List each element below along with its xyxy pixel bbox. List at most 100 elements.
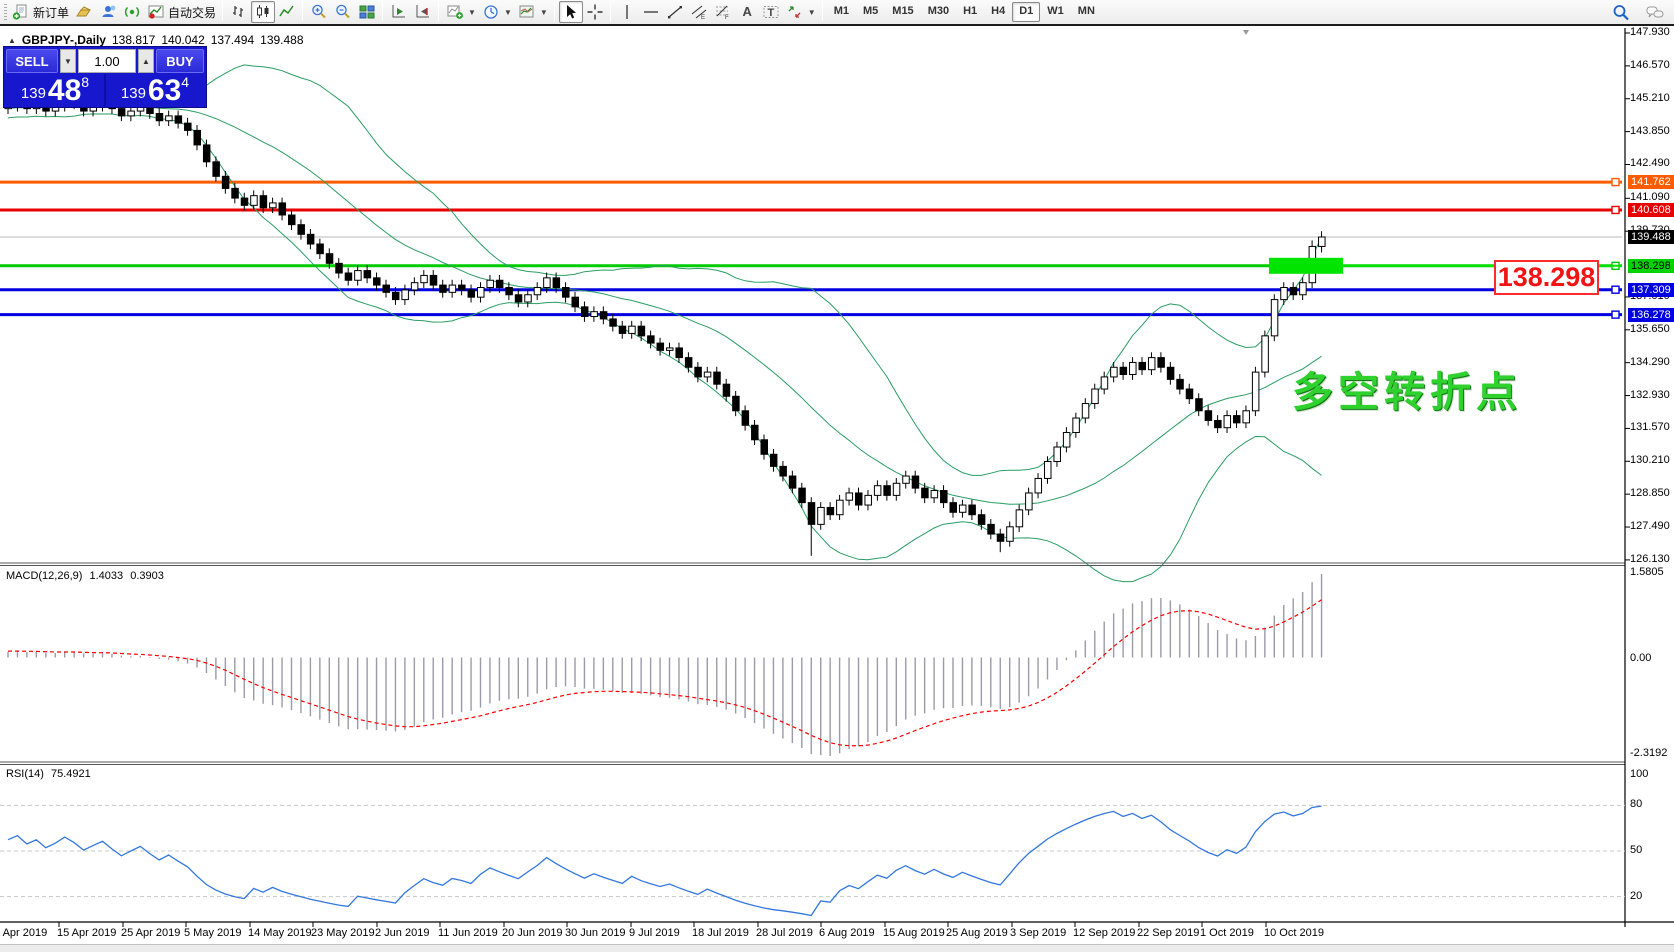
candle-body (117, 108, 126, 117)
zoom-in-button[interactable] (307, 1, 331, 23)
bid-price[interactable]: 139 48 8 (20, 74, 90, 107)
channel-button[interactable]: E (687, 1, 711, 23)
resistance-line-1-handle[interactable] (1611, 177, 1620, 187)
candle-body (439, 284, 447, 293)
svg-text:E: E (701, 15, 705, 21)
candle-body (883, 485, 891, 496)
label-button[interactable]: T (759, 1, 783, 23)
chat-button[interactable] (1642, 2, 1668, 24)
toolbar-separator (438, 3, 440, 21)
tile-windows-button[interactable] (355, 1, 379, 23)
timeframe-d1[interactable]: D1 (1012, 2, 1041, 22)
candle-body (212, 161, 220, 177)
trendline-button[interactable] (663, 1, 687, 23)
volume-increase-button[interactable]: ▲ (138, 49, 154, 73)
bar-chart-button[interactable] (227, 1, 251, 23)
date-axis-label: 18 Jul 2019 (692, 927, 749, 939)
support-line-2-handle[interactable] (1611, 310, 1620, 319)
new-order-button[interactable]: 新订单 (9, 1, 72, 23)
search-button[interactable] (1608, 2, 1634, 24)
candle-body (968, 504, 976, 516)
chevron-down-icon[interactable]: ▼ (503, 7, 512, 17)
timeframe-w1[interactable]: W1 (1047, 5, 1064, 17)
templates-button[interactable]: ▼ (515, 1, 551, 23)
candle-body (325, 253, 334, 264)
fibonacci-button[interactable]: F (711, 1, 735, 23)
price-axis-label: 145.210 (1630, 91, 1670, 104)
date-axis-label: 25 Aug 2019 (946, 927, 1008, 939)
candle-body (1053, 446, 1061, 463)
zoom-in-icon (310, 3, 328, 21)
candle-body (335, 262, 343, 274)
candle-body (836, 499, 844, 516)
candle-body (647, 335, 655, 344)
vline-button[interactable] (615, 1, 639, 23)
date-axis-label: 30 Jun 2019 (565, 927, 626, 939)
timeframe-m15[interactable]: M15 (892, 5, 914, 17)
candlestick-button[interactable] (251, 1, 276, 23)
svg-text:A: A (742, 4, 752, 19)
chart-shift-marker[interactable] (1243, 30, 1249, 35)
support-line-1-handle[interactable] (1611, 285, 1620, 294)
candle-body (155, 112, 164, 122)
timeframe-mn[interactable]: MN (1077, 5, 1095, 17)
date-axis-label: 3 Sep 2019 (1010, 927, 1067, 939)
zoom-out-button[interactable] (331, 1, 355, 23)
toolbar-handle[interactable] (4, 4, 7, 20)
candle-body (467, 289, 476, 298)
candle-body (259, 195, 268, 209)
ask-price[interactable]: 139 63 4 (120, 74, 190, 107)
volume-decrease-button[interactable]: ▼ (60, 49, 76, 73)
candle-body (788, 475, 797, 489)
community-button[interactable] (96, 1, 120, 23)
candle-body (817, 506, 825, 525)
date-axis-label: 15 Aug 2019 (883, 927, 945, 939)
timeframe-m1[interactable]: M1 (833, 5, 849, 17)
chevron-down-icon[interactable]: ▼ (539, 7, 548, 17)
candle-body (429, 274, 438, 286)
candle-body (240, 197, 249, 206)
candle-body (1072, 417, 1080, 434)
timeframe-h1[interactable]: H1 (963, 5, 978, 17)
chevron-down-icon[interactable]: ▼ (468, 7, 476, 17)
autotrading-button[interactable]: 自动交易 (144, 1, 219, 23)
line-chart-button[interactable] (275, 1, 299, 23)
candle-body (1318, 236, 1326, 247)
timeframe-m30[interactable]: M30 (927, 5, 950, 17)
timeframe-m5[interactable]: M5 (863, 5, 879, 17)
chart-shift-button[interactable] (411, 1, 435, 23)
candle-body (571, 296, 579, 308)
resistance-line-2-handle[interactable] (1611, 205, 1620, 215)
pivot-highlight-rect[interactable] (1269, 257, 1343, 274)
candle-body (609, 318, 617, 327)
price-callout-box[interactable]: 138.298 (1494, 260, 1599, 295)
symbol-name: GBPJPY-,Daily (21, 33, 106, 47)
signals-button[interactable] (120, 1, 144, 23)
text-button[interactable]: A (735, 1, 759, 23)
collapse-icon[interactable]: ▲ (8, 35, 16, 45)
indicators-button[interactable]: ▼ (443, 1, 479, 23)
periods-button[interactable]: ▼ (479, 1, 515, 23)
chart-area[interactable]: ▲ GBPJPY-,Daily 138.817 140.042 137.494 … (0, 28, 1674, 952)
crosshair-icon (586, 3, 604, 21)
auto-scroll-button[interactable] (387, 1, 411, 23)
hline-button[interactable] (639, 1, 663, 23)
date-axis-label: 28 Jul 2019 (756, 927, 813, 939)
highlight-button[interactable] (72, 1, 96, 23)
candle-body (363, 270, 372, 279)
sell-button[interactable]: SELL (6, 49, 58, 73)
shapes-button[interactable]: ▼ (783, 1, 819, 23)
cursor-button[interactable] (558, 1, 583, 23)
timeframe-h4[interactable]: H4 (991, 5, 1006, 17)
price-axis-label: 142.490 (1630, 157, 1670, 170)
chart-annotation-text[interactable]: 多空转折点 (1292, 369, 1522, 415)
chevron-down-icon[interactable]: ▼ (807, 7, 816, 17)
candle-body (306, 233, 315, 245)
buy-button[interactable]: BUY (156, 49, 204, 73)
candle-body (250, 195, 258, 206)
volume-input[interactable]: 1.00 (78, 49, 136, 73)
crosshair-button[interactable] (583, 1, 607, 23)
candle-body (231, 187, 239, 199)
candle-body (477, 287, 485, 298)
